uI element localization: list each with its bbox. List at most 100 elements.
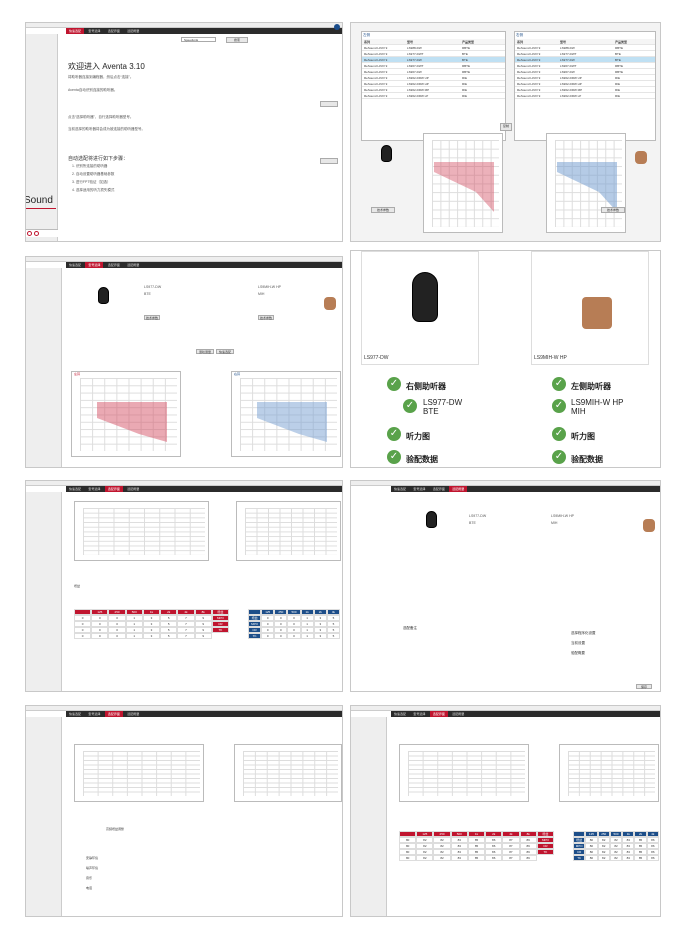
gain-cell[interactable]: 87 — [502, 837, 520, 843]
gain-cell[interactable]: 89 — [519, 843, 537, 849]
gain-cell[interactable]: 86 — [485, 837, 503, 843]
gain-cell[interactable]: 82 — [433, 855, 451, 861]
tab-fitting[interactable]: 选配界面 — [104, 486, 123, 492]
gain-cell[interactable]: 1 — [125, 627, 143, 633]
gain-cell[interactable]: 1 — [300, 621, 314, 627]
gain-cell[interactable]: 89 — [519, 849, 537, 855]
gain-cell[interactable]: 82 — [416, 849, 434, 855]
tab-fitting[interactable]: 选配界面 — [432, 487, 445, 491]
gain-cell[interactable]: 9 — [194, 633, 212, 639]
gain-cell[interactable]: 82 — [597, 849, 610, 855]
tab-model-select[interactable]: 型号选择 — [85, 262, 104, 268]
search-button[interactable]: 搜索 — [226, 37, 248, 43]
gain-cell[interactable]: 5 — [160, 633, 178, 639]
gain-cell[interactable]: 87 — [502, 855, 520, 861]
table-row[interactable]: ReSound LiNX² 9 LS962-DRW UP RIE — [515, 75, 655, 81]
gain-cell[interactable]: 9 — [194, 615, 212, 621]
tab-summary[interactable]: 选配概要 — [127, 29, 140, 33]
tab-model-select[interactable]: 型号选择 — [413, 487, 426, 491]
gain-cell[interactable]: 85 — [467, 849, 486, 855]
gain-cell[interactable]: 85 — [634, 837, 647, 843]
gain-cell[interactable]: 9 — [194, 621, 212, 627]
right-spec-button[interactable]: 技术参数 — [258, 315, 274, 320]
gain-cell[interactable]: 82 — [433, 849, 451, 855]
gain-cell[interactable]: 87 — [502, 849, 520, 855]
table-row[interactable]: ReSound LiNX² 9 LS977-DW BTE — [362, 57, 505, 63]
table-row[interactable]: ReSound LiNX² 9 LS962-DRW LP RIE — [515, 93, 655, 99]
table-row[interactable]: ReSound LiNX² 9 LS962-DRW MP RIE — [362, 87, 505, 93]
gain-cell[interactable]: 9 — [194, 627, 212, 633]
gain-cell[interactable]: 83 — [622, 855, 635, 861]
tab-summary[interactable]: 选配概要 — [127, 487, 140, 491]
gain-cell[interactable]: 1 — [125, 633, 143, 639]
gain-cell[interactable]: 82 — [416, 855, 434, 861]
gain-cell[interactable]: 0 — [274, 627, 288, 633]
table-row[interactable]: ReSound LiNX² 9 LS962-DRW HP RIE — [362, 81, 505, 87]
left-spec-button[interactable]: 技术参数 — [371, 207, 395, 213]
gain-cell[interactable]: 5 — [160, 621, 178, 627]
gain-cell[interactable]: 3 — [313, 627, 327, 633]
gain-cell[interactable]: 0 — [261, 633, 275, 639]
gain-cell[interactable]: 82 — [416, 837, 434, 843]
gain-cell[interactable]: 86 — [485, 855, 503, 861]
gain-cell[interactable]: 83 — [450, 855, 468, 861]
option-1[interactable]: 选择程序化设置 — [571, 631, 596, 635]
tab-summary[interactable]: 选配概要 — [127, 712, 140, 716]
table-row[interactable]: ReSound LiNX² 9 LS962-DRW LP RIE — [362, 93, 505, 99]
gain-cell[interactable]: 82 — [433, 837, 451, 843]
gain-cell[interactable]: 0 — [108, 627, 126, 633]
close-icon[interactable] — [334, 24, 340, 30]
gain-cell[interactable]: 1 — [125, 621, 143, 627]
gain-cell[interactable]: 83 — [622, 837, 635, 843]
gain-cell[interactable]: 0 — [287, 627, 301, 633]
gain-cell[interactable]: 0 — [261, 615, 275, 621]
gain-cell[interactable]: 0 — [274, 615, 288, 621]
tab-quick-fit[interactable]: 快速选配 — [394, 712, 407, 716]
gain-cell[interactable]: 83 — [450, 849, 468, 855]
table-row[interactable]: ReSound LiNX² 9 LS977-DWT BTE — [362, 51, 505, 57]
gain-cell[interactable]: 0 — [261, 627, 275, 633]
gain-cell[interactable]: 7 — [177, 627, 195, 633]
gain-cell[interactable]: 82 — [609, 855, 623, 861]
gain-cell[interactable]: 3 — [142, 627, 161, 633]
col-series[interactable]: 系列 — [517, 40, 524, 44]
gain-cell[interactable]: 0 — [287, 633, 301, 639]
table-row[interactable]: ReSound LiNX² 9 LS967-DWT RBTE — [515, 63, 655, 69]
gain-cell[interactable]: 85 — [467, 837, 486, 843]
gain-cell[interactable]: 83 — [622, 849, 635, 855]
option-2[interactable]: 当前设置 — [571, 641, 585, 645]
tab-summary[interactable]: 选配概要 — [127, 263, 140, 267]
gain-cell[interactable]: 86 — [646, 843, 659, 849]
gain-cell[interactable]: 83 — [622, 843, 635, 849]
table-row[interactable]: ReSound LiNX² 9 LS962-DRW HP RIE — [515, 81, 655, 87]
table-row[interactable]: ReSound LiNX² 9 LS967-DW RBTE — [515, 69, 655, 75]
gain-cell[interactable]: 86 — [485, 849, 503, 855]
apply-button[interactable] — [320, 158, 338, 164]
gain-cell[interactable]: 3 — [313, 615, 327, 621]
tab-fitting[interactable]: 选配界面 — [429, 711, 448, 717]
gain-cell[interactable]: 0 — [74, 627, 92, 633]
gain-cell[interactable]: 3 — [142, 633, 161, 639]
gain-cell[interactable]: 80 — [585, 843, 598, 849]
gain-cell[interactable]: 0 — [91, 621, 109, 627]
table-row[interactable]: ReSound LiNX² 9 LS962-DRW MP RIE — [515, 87, 655, 93]
gain-cell[interactable]: 89 — [519, 837, 537, 843]
col-type[interactable]: 产品类型 — [615, 40, 628, 44]
table-row[interactable]: ReSound LiNX² 9 LS967-DWT RBTE — [362, 63, 505, 69]
gain-cell[interactable]: 5 — [160, 627, 178, 633]
tab-fitting[interactable]: 选配界面 — [107, 263, 120, 267]
gain-cell[interactable]: 3 — [313, 621, 327, 627]
tab-fitting[interactable]: 选配界面 — [107, 29, 120, 33]
gain-cell[interactable]: 1 — [300, 633, 314, 639]
gain-cell[interactable]: 87 — [502, 843, 520, 849]
gain-cell[interactable]: 86 — [646, 855, 659, 861]
table-row[interactable]: ReSound LiNX² 9 LS962-DRW UP RIE — [362, 75, 505, 81]
save-button[interactable]: 保存 — [636, 684, 652, 689]
gain-cell[interactable]: 83 — [450, 843, 468, 849]
tab-quick-fit[interactable]: 快速选配 — [66, 28, 85, 34]
gain-cell[interactable]: 1 — [125, 615, 143, 621]
tab-model-select[interactable]: 型号选择 — [88, 29, 101, 33]
tab-quick-fit[interactable]: 快速选配 — [394, 487, 407, 491]
tab-model-select[interactable]: 型号选择 — [88, 487, 101, 491]
gain-cell[interactable]: 0 — [108, 615, 126, 621]
